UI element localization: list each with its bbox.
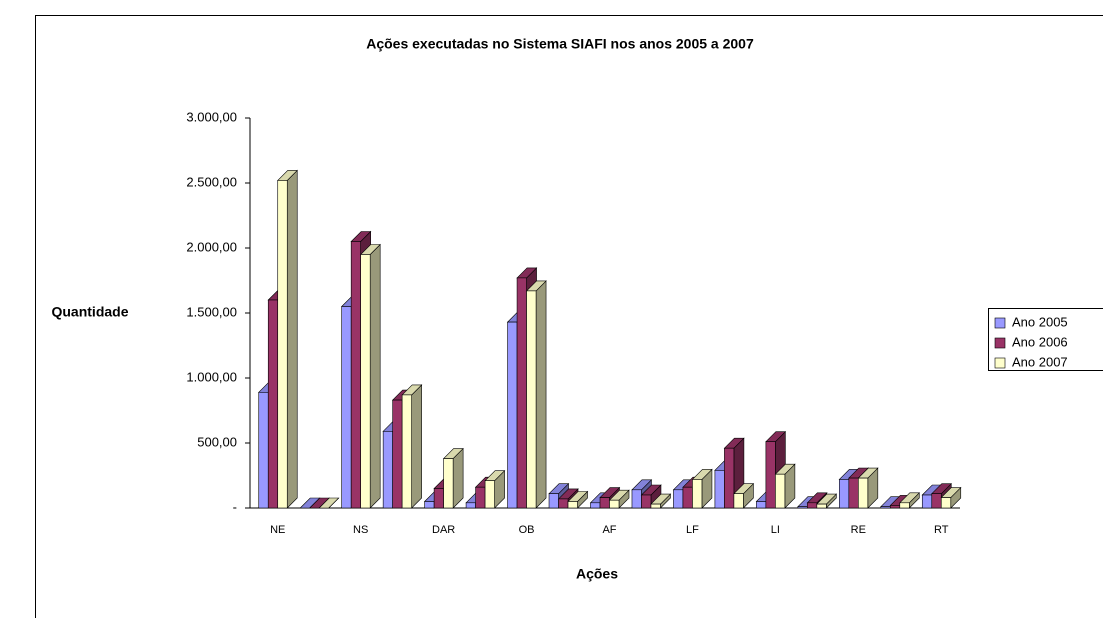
- x-axis-title: Ações: [576, 566, 618, 582]
- bar: [931, 493, 942, 509]
- x-tick-label: RE: [851, 524, 866, 536]
- chart-frame: [35, 15, 1103, 618]
- bar: [341, 306, 352, 509]
- bar: [258, 391, 269, 509]
- bar: [567, 501, 578, 509]
- bar: [899, 502, 910, 509]
- bar: [733, 493, 744, 509]
- bar: [507, 321, 518, 509]
- bar: [631, 489, 642, 509]
- bar: [940, 497, 952, 509]
- bar: [692, 479, 703, 509]
- bar: [382, 430, 393, 509]
- y-tick-label: -: [233, 499, 237, 514]
- y-tick-label: 3.000,00: [186, 109, 237, 124]
- bar: [424, 501, 435, 509]
- bar: [443, 458, 454, 509]
- bar: [889, 505, 901, 509]
- bar: [839, 479, 850, 509]
- x-tick-label: RT: [934, 524, 949, 536]
- bar: [526, 290, 537, 509]
- legend: [988, 308, 1103, 371]
- bar: [880, 506, 891, 509]
- bar: [807, 502, 818, 509]
- bar: [797, 506, 808, 509]
- bar: [641, 494, 652, 509]
- bar: [558, 498, 569, 509]
- bar: [775, 473, 786, 509]
- x-tick-label: LI: [771, 524, 780, 536]
- legend-swatch: [994, 357, 1006, 369]
- chart-title: Ações executadas no Sistema SIAFI nos an…: [366, 36, 754, 52]
- y-tick-label: 2.000,00: [186, 239, 237, 254]
- bar: [921, 494, 933, 509]
- y-tick-label: 1.000,00: [186, 369, 237, 384]
- bar: [714, 469, 725, 509]
- legend-label: Ano 2007: [1012, 354, 1068, 369]
- bar: [590, 502, 601, 509]
- bar: [650, 503, 661, 509]
- bar: [360, 254, 371, 509]
- bar: [465, 502, 476, 509]
- bar: [277, 180, 288, 509]
- legend-swatch: [994, 337, 1006, 349]
- bar-side: [286, 169, 298, 509]
- bar: [724, 447, 735, 509]
- bar: [516, 277, 527, 509]
- bar: [673, 489, 684, 509]
- bar: [858, 477, 869, 509]
- y-tick-label: 500,00: [197, 434, 237, 449]
- bar-side: [369, 243, 381, 509]
- bar: [267, 299, 279, 509]
- bar: [848, 477, 859, 509]
- y-tick-label: 1.500,00: [186, 304, 237, 319]
- bar-top: [318, 497, 340, 509]
- bar: [475, 486, 486, 509]
- x-tick-label: LF: [686, 524, 699, 536]
- y-axis-title: Quantidade: [51, 304, 128, 320]
- x-tick-label: OB: [519, 524, 535, 536]
- bar-side: [535, 280, 547, 509]
- x-tick-label: DAR: [432, 524, 455, 536]
- x-tick-label: NE: [270, 524, 285, 536]
- bar: [816, 503, 827, 509]
- bar: [392, 399, 403, 509]
- bar: [350, 241, 361, 509]
- bar: [401, 394, 412, 509]
- bar: [484, 480, 495, 509]
- legend-label: Ano 2005: [1012, 314, 1068, 329]
- bar: [682, 486, 693, 509]
- x-tick-label: AF: [602, 524, 616, 536]
- bar: [599, 497, 610, 509]
- bar: [548, 493, 559, 509]
- bar: [433, 488, 444, 509]
- legend-swatch: [994, 317, 1006, 329]
- legend-label: Ano 2006: [1012, 334, 1068, 349]
- y-tick-label: 2.500,00: [186, 174, 237, 189]
- x-tick-label: NS: [353, 524, 368, 536]
- bar-side: [411, 384, 422, 509]
- bar: [756, 501, 767, 509]
- bar: [765, 441, 776, 509]
- bar: [609, 499, 620, 509]
